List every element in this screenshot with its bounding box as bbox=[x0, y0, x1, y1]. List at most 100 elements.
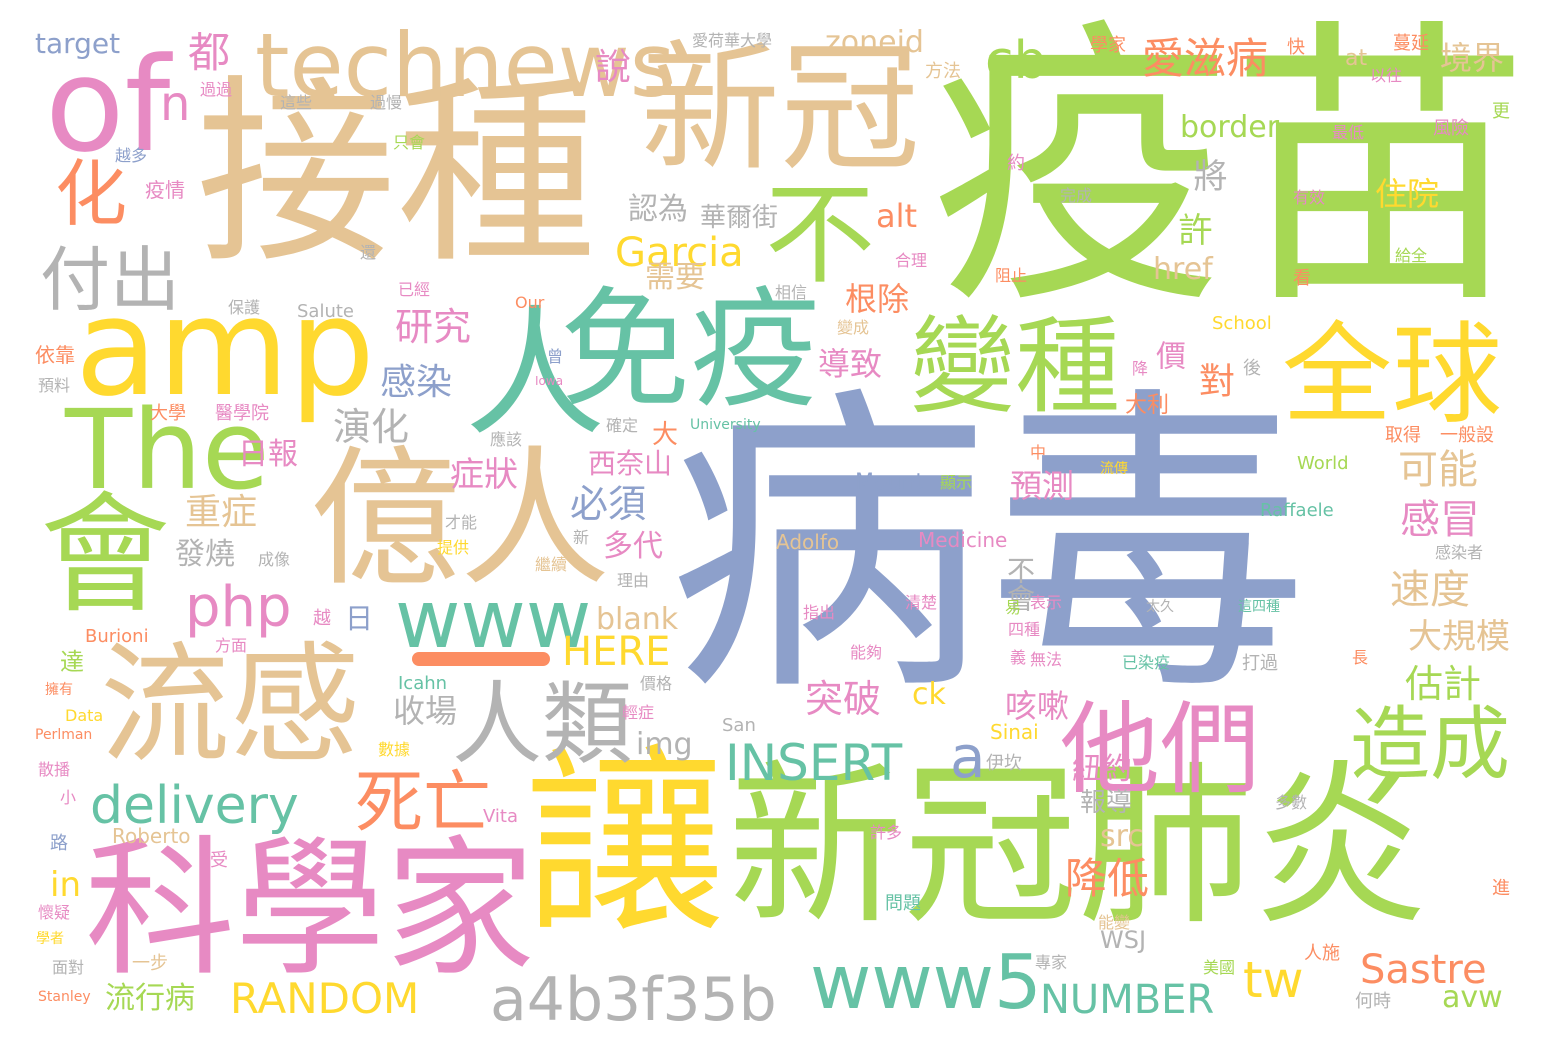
word-icahn: Icahn bbox=[398, 673, 448, 694]
word-dali: 大利 bbox=[1125, 393, 1170, 418]
word-kuai: 快 bbox=[1284, 37, 1305, 55]
word-da: 大 bbox=[652, 420, 679, 450]
word-a: a bbox=[950, 723, 986, 791]
word-zhihui: 只會 bbox=[393, 133, 426, 152]
word-yueduo: 越多 bbox=[115, 146, 148, 165]
word-yinggai: 應該 bbox=[490, 430, 523, 449]
word-burioni: Burioni bbox=[85, 626, 149, 647]
word-kesou: 咳嗽 bbox=[1005, 687, 1070, 725]
word-geiquan: 給全 bbox=[1395, 246, 1428, 265]
word-bixu: 必須 bbox=[570, 482, 647, 526]
word-baohu: 保護 bbox=[228, 298, 261, 317]
word-number: NUMBER bbox=[1040, 977, 1215, 1023]
word-raffaele: Raffaele bbox=[1260, 500, 1334, 521]
word-bianzhong: 變種 bbox=[910, 306, 1121, 428]
word-www: www bbox=[395, 573, 592, 666]
word-fangfa: 方法 bbox=[925, 61, 961, 82]
word-wancheng: 完成 bbox=[1060, 186, 1093, 205]
word-yibanshe: 一般設 bbox=[1440, 425, 1494, 446]
word-perlman: Perlman bbox=[35, 727, 93, 743]
word-xinaishan: 西奈山 bbox=[588, 447, 673, 480]
word-jin: 進 bbox=[1492, 878, 1510, 899]
word-tigong: 提供 bbox=[437, 538, 470, 557]
word-vita: Vita bbox=[483, 806, 519, 827]
word-renshi: 人施 bbox=[1304, 943, 1340, 964]
word-yikao: 依靠 bbox=[35, 343, 75, 367]
word-our: Our bbox=[515, 293, 545, 312]
word-ri: 日 bbox=[345, 602, 374, 635]
word-zuzhi: 阻止 bbox=[995, 266, 1028, 285]
word-heshi: 何時 bbox=[1355, 991, 1391, 1012]
word-zhichu: 指出 bbox=[803, 603, 836, 622]
word-san: San bbox=[722, 715, 756, 736]
word-dou: 都 bbox=[188, 28, 231, 77]
word-tamen: 他們 bbox=[1060, 691, 1260, 808]
word-zhexie: 這些 bbox=[280, 93, 313, 112]
word-meiguo: 美國 bbox=[1203, 958, 1236, 977]
word-yiren: 億人 bbox=[310, 433, 611, 607]
word-roberto: Roberto bbox=[112, 824, 191, 848]
word-yiranyi: 已染疫 bbox=[1122, 653, 1171, 672]
word-ck: ck bbox=[912, 677, 946, 712]
word-xuezhe: 學者 bbox=[36, 931, 64, 947]
word-xuejia: 學家 bbox=[1090, 35, 1126, 56]
word-keneng: 可能 bbox=[1398, 447, 1478, 493]
word-daguo: 打過 bbox=[1242, 653, 1278, 674]
word-qude: 取得 bbox=[1385, 425, 1421, 446]
word-mount: Mount bbox=[855, 470, 924, 495]
word-yibu: 一步 bbox=[132, 953, 168, 974]
word-queding: 確定 bbox=[606, 416, 639, 435]
word-buhui: 不會 bbox=[1003, 556, 1036, 612]
word-sastre: Sastre bbox=[1360, 947, 1487, 993]
word-youxiao: 有效 bbox=[1293, 188, 1326, 207]
word-aihehua: 愛荷華大學 bbox=[692, 31, 773, 50]
word-sinai: Sinai bbox=[990, 720, 1039, 744]
word-garcia: Garcia bbox=[615, 230, 744, 276]
word-technews: technews bbox=[255, 14, 676, 117]
word-a4b3f35b: a4b3f35b bbox=[490, 965, 777, 1035]
word-xinguan: 新冠 bbox=[640, 28, 921, 191]
word-sizhong: 四種 bbox=[1008, 620, 1041, 639]
word-daozhi: 導致 bbox=[818, 345, 883, 383]
word-hou: 後 bbox=[1243, 358, 1261, 379]
word-jiangdi: 降低 bbox=[1065, 854, 1150, 903]
word-zhang: 長 bbox=[1352, 648, 1369, 667]
word-xuyao: 需要 bbox=[645, 260, 705, 295]
word-huaerjie: 華爾街 bbox=[700, 203, 779, 233]
word-aizibing: 愛滋病 bbox=[1142, 34, 1269, 83]
word-cb: cb bbox=[985, 31, 1047, 91]
word-ganmao: 感冒 bbox=[1400, 497, 1480, 543]
word-guoman: 過慢 bbox=[370, 93, 403, 112]
word-mianyi: 免疫 bbox=[560, 274, 821, 426]
word-daguimo: 大規模 bbox=[1408, 617, 1510, 657]
word-php: php bbox=[185, 575, 292, 640]
word-nengbian: 能變 bbox=[1098, 913, 1131, 932]
word-shou: 受 bbox=[210, 850, 228, 871]
word-in: in bbox=[50, 865, 81, 905]
word-huaiyi: 懷疑 bbox=[38, 903, 71, 922]
word-blank: blank bbox=[596, 602, 679, 637]
word-img: img bbox=[636, 727, 693, 762]
word-border: border bbox=[1180, 110, 1280, 145]
word-yiwang: 以往 bbox=[1370, 66, 1403, 85]
word-nenggou: 能夠 bbox=[850, 643, 883, 662]
word-at: at bbox=[1345, 46, 1368, 71]
word-wsj: WSJ bbox=[1100, 926, 1147, 954]
word-yimiao: 疫苗 bbox=[930, 0, 1530, 344]
word-href: href bbox=[1153, 252, 1213, 287]
word-qingzheng: 輕症 bbox=[622, 703, 655, 722]
word-www5: www5 bbox=[810, 938, 1042, 1026]
word-yikan: 伊坎 bbox=[986, 753, 1022, 774]
word-jiage: 價格 bbox=[640, 674, 673, 693]
word-bu: 不 bbox=[765, 171, 875, 299]
word-zhongzheng: 重症 bbox=[185, 492, 258, 533]
word-hai: 還 bbox=[360, 243, 377, 262]
word-rang: 讓 bbox=[525, 728, 726, 961]
word-heli: 合理 bbox=[895, 251, 928, 270]
word-xuduo: 許多 bbox=[870, 823, 903, 842]
underline-stroke bbox=[412, 652, 550, 666]
word-hua: 化 bbox=[55, 152, 128, 236]
word-xinguan-feiyan: 新冠肺炎 bbox=[728, 746, 1428, 949]
word-miandui: 面對 bbox=[52, 958, 85, 977]
